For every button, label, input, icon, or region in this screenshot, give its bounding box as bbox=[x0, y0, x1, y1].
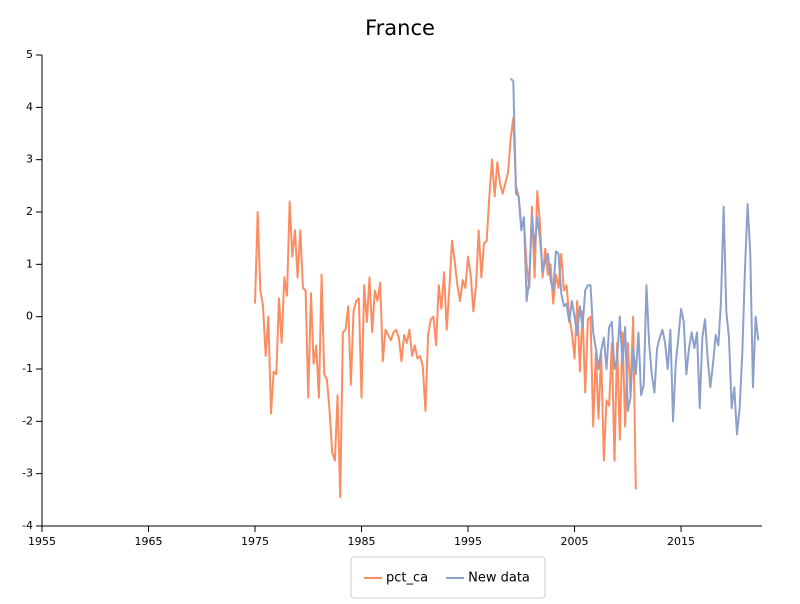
y-tick-label: 0 bbox=[26, 310, 33, 323]
y-tick-label: -3 bbox=[22, 467, 33, 480]
x-tick-label: 1965 bbox=[135, 535, 163, 548]
legend-label: New data bbox=[468, 571, 530, 586]
y-tick-label: 3 bbox=[26, 153, 33, 166]
y-tick-label: 2 bbox=[26, 205, 33, 218]
x-tick-label: 1955 bbox=[28, 535, 56, 548]
y-tick-label: 5 bbox=[26, 48, 33, 61]
x-tick-label: 1985 bbox=[348, 535, 376, 548]
y-tick-label: -2 bbox=[22, 414, 33, 427]
legend: pct_ca New data bbox=[350, 556, 546, 599]
x-tick-label: 1995 bbox=[454, 535, 482, 548]
x-tick-label: 2015 bbox=[667, 535, 695, 548]
line-series bbox=[509, 77, 760, 436]
line-series bbox=[254, 116, 637, 499]
chart-title: France bbox=[365, 16, 435, 40]
y-tick-label: -1 bbox=[22, 362, 33, 375]
y-tick-label: 4 bbox=[26, 100, 33, 113]
y-tick-label: -4 bbox=[22, 519, 33, 532]
x-tick-label: 1975 bbox=[241, 535, 269, 548]
x-tick-label: 2005 bbox=[561, 535, 589, 548]
y-tick-label: 1 bbox=[26, 257, 33, 270]
legend-label: pct_ca bbox=[386, 571, 428, 586]
